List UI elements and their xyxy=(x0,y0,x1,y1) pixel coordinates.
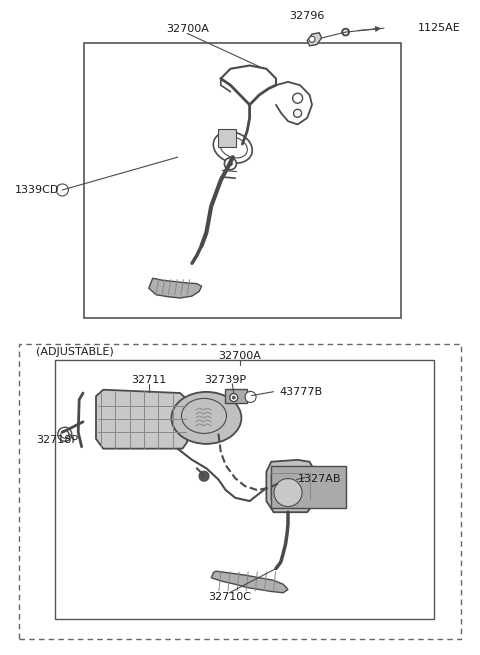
Bar xyxy=(271,466,346,508)
Text: 1339CD: 1339CD xyxy=(14,185,59,195)
Text: 32739P: 32739P xyxy=(204,375,247,385)
Text: 32711: 32711 xyxy=(131,375,167,385)
Circle shape xyxy=(58,427,72,441)
Circle shape xyxy=(300,472,310,483)
Polygon shape xyxy=(211,571,288,593)
Text: 32718P: 32718P xyxy=(36,435,78,445)
Text: 32700A: 32700A xyxy=(166,24,209,34)
Circle shape xyxy=(294,109,301,117)
Bar xyxy=(84,43,401,318)
Ellipse shape xyxy=(274,479,302,506)
Polygon shape xyxy=(266,460,314,512)
Text: (ADJUSTABLE): (ADJUSTABLE) xyxy=(36,346,114,357)
Circle shape xyxy=(224,158,236,170)
Text: 1327AB: 1327AB xyxy=(298,474,341,485)
Circle shape xyxy=(230,394,238,402)
Bar xyxy=(19,344,461,639)
Circle shape xyxy=(59,186,66,194)
Text: 43777B: 43777B xyxy=(279,386,323,397)
Text: 32796: 32796 xyxy=(289,11,325,22)
Circle shape xyxy=(293,93,302,103)
Text: 32700A: 32700A xyxy=(218,350,262,361)
Circle shape xyxy=(61,430,69,438)
Polygon shape xyxy=(307,33,322,46)
Bar xyxy=(225,389,247,403)
Polygon shape xyxy=(149,278,202,298)
Circle shape xyxy=(245,392,256,402)
Text: 1125AE: 1125AE xyxy=(418,22,460,33)
Circle shape xyxy=(228,162,232,166)
Ellipse shape xyxy=(171,392,241,444)
Polygon shape xyxy=(96,390,187,449)
Bar xyxy=(218,130,236,147)
Circle shape xyxy=(57,184,69,196)
Circle shape xyxy=(309,36,315,43)
Circle shape xyxy=(199,471,209,481)
Bar xyxy=(55,360,434,619)
Text: 32710C: 32710C xyxy=(208,592,251,603)
Circle shape xyxy=(344,30,348,34)
Circle shape xyxy=(232,396,235,399)
Circle shape xyxy=(247,394,254,400)
Circle shape xyxy=(302,474,308,481)
Circle shape xyxy=(342,28,349,36)
